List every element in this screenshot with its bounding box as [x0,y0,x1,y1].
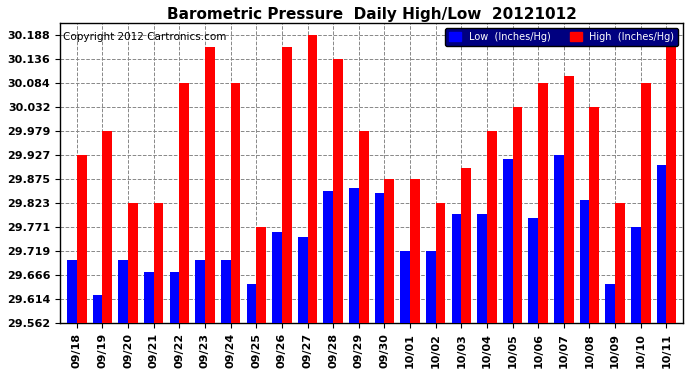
Bar [513,107,522,323]
Bar [538,83,548,323]
Bar [102,131,112,323]
Bar [589,107,599,323]
Bar [170,273,179,323]
Bar [400,251,410,323]
Bar [359,131,368,323]
Bar [67,260,77,323]
Bar [324,190,333,323]
Bar [657,165,667,323]
Bar [144,273,154,323]
Bar [246,284,256,323]
Bar [128,203,138,323]
Legend: Low  (Inches/Hg), High  (Inches/Hg): Low (Inches/Hg), High (Inches/Hg) [445,28,678,46]
Bar [205,47,215,323]
Bar [564,75,573,323]
Bar [631,227,641,323]
Bar [195,260,205,323]
Bar [554,155,564,323]
Bar [77,155,86,323]
Bar [256,227,266,323]
Bar [605,284,615,323]
Bar [641,83,651,323]
Bar [426,251,435,323]
Bar [179,83,189,323]
Bar [375,193,384,323]
Bar [580,200,589,323]
Bar [333,59,343,323]
Bar [349,188,359,323]
Bar [503,159,513,323]
Bar [154,203,164,323]
Bar [487,131,497,323]
Bar [282,47,292,323]
Bar [92,295,102,323]
Bar [230,83,240,323]
Bar [435,203,446,323]
Bar [119,260,128,323]
Bar [477,214,487,323]
Title: Barometric Pressure  Daily High/Low  20121012: Barometric Pressure Daily High/Low 20121… [167,7,577,22]
Text: Copyright 2012 Cartronics.com: Copyright 2012 Cartronics.com [63,32,226,42]
Bar [667,35,676,323]
Bar [410,179,420,323]
Bar [272,232,282,323]
Bar [308,35,317,323]
Bar [298,237,308,323]
Bar [462,168,471,323]
Bar [221,260,230,323]
Bar [451,214,462,323]
Bar [384,179,394,323]
Bar [529,218,538,323]
Bar [615,203,625,323]
